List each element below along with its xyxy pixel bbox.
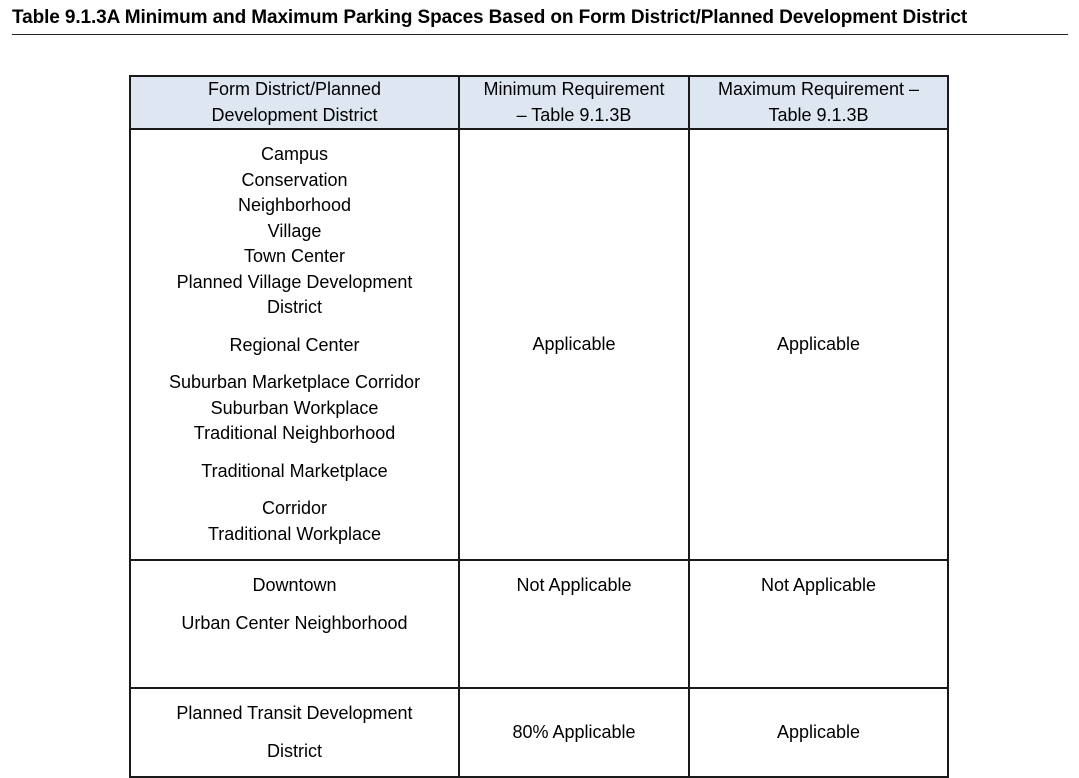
district-name: Planned Village Development	[176, 271, 413, 292]
header-line: Form District/Planned	[207, 79, 382, 99]
district-name: Conservation	[241, 169, 348, 190]
header-line: Maximum Requirement –	[717, 79, 920, 99]
district-name: Campus	[260, 144, 329, 164]
title-underline	[12, 34, 1068, 35]
district-name: District	[267, 297, 322, 317]
district-name: Corridor	[261, 498, 327, 518]
table-row: Planned Transit Development District 80%…	[129, 687, 949, 778]
minimum-value: Applicable	[458, 128, 690, 561]
district-name: Traditional Marketplace	[201, 460, 388, 481]
minimum-value: 80% Applicable	[458, 687, 690, 778]
header-line: – Table 9.1.3B	[516, 104, 632, 125]
district-list: Campus Conservation Neighborhood Village…	[131, 142, 458, 547]
district-cell: Planned Transit Development District	[129, 687, 460, 778]
district-name: Traditional Neighborhood	[193, 423, 396, 443]
district-name: Town Center	[243, 246, 346, 266]
district-name: Suburban Marketplace Corridor	[168, 372, 421, 392]
header-minimum: Minimum Requirement – Table 9.1.3B	[458, 75, 690, 130]
district-name: Downtown	[252, 575, 337, 595]
maximum-value: Applicable	[688, 128, 949, 561]
header-line: Development District	[211, 104, 378, 125]
table-row: Campus Conservation Neighborhood Village…	[129, 128, 949, 561]
header-row: Form District/Planned Development Distri…	[129, 75, 949, 130]
table-row: Downtown Urban Center Neighborhood Not A…	[129, 559, 949, 689]
district-name: Planned Transit Development	[176, 703, 413, 723]
header-maximum: Maximum Requirement – Table 9.1.3B	[688, 75, 949, 130]
header-line: Minimum Requirement	[483, 79, 665, 99]
district-list: Downtown Urban Center Neighborhood	[131, 573, 458, 636]
district-name: Neighborhood	[237, 195, 352, 215]
parking-requirements-table: Form District/Planned Development Distri…	[129, 75, 949, 778]
header-line: Table 9.1.3B	[768, 104, 869, 125]
minimum-value: Not Applicable	[458, 559, 690, 689]
district-name: Village	[267, 220, 322, 241]
district-name: Regional Center	[229, 334, 360, 355]
district-name: Urban Center Neighborhood	[181, 612, 408, 633]
district-cell: Campus Conservation Neighborhood Village…	[129, 128, 460, 561]
maximum-value: Not Applicable	[688, 559, 949, 689]
district-cell: Downtown Urban Center Neighborhood	[129, 559, 460, 689]
maximum-value: Applicable	[688, 687, 949, 778]
district-name: Traditional Workplace	[207, 523, 382, 544]
table-title: Table 9.1.3A Minimum and Maximum Parking…	[12, 7, 968, 28]
district-name: Suburban Workplace	[210, 397, 379, 418]
district-name: District	[267, 740, 322, 761]
district-list: Planned Transit Development District	[131, 701, 458, 764]
header-district: Form District/Planned Development Distri…	[129, 75, 460, 130]
